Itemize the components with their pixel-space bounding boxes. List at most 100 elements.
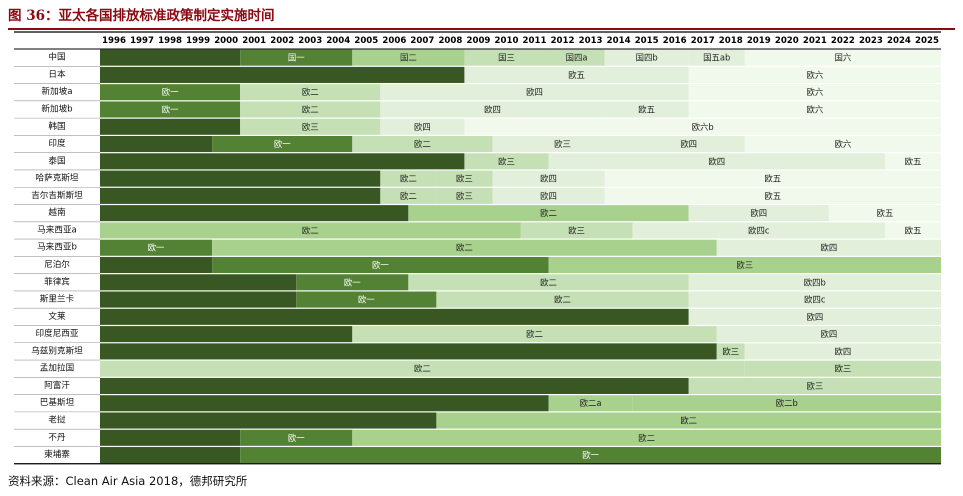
segment-label-19-1: 欧三	[806, 381, 823, 391]
segment-2-3	[688, 84, 941, 101]
segment-1-0	[100, 66, 465, 83]
row-label-15: 文莱	[48, 310, 66, 322]
segment-0-3	[464, 49, 549, 66]
segment-label-2-2: 欧四	[526, 87, 543, 97]
segment-0-5	[604, 49, 689, 66]
row-label-21: 老挝	[48, 414, 66, 426]
segment-13-0	[100, 274, 297, 291]
emission-standards-chart: 1996 1997 1998 1999 2000 2001 2002 2003 2004 2005…	[14, 31, 941, 465]
year-header-2000: 2000	[214, 36, 238, 46]
year-header-2015: 2015	[635, 36, 659, 46]
segment-0-6	[688, 49, 745, 66]
segment-3-2	[380, 101, 605, 118]
segment-8-2	[436, 187, 493, 204]
segment-label-3-1: 欧二	[302, 104, 319, 114]
segment-5-4	[632, 136, 745, 153]
segment-label-13-1: 欧一	[344, 277, 361, 287]
segment-label-22-1: 欧一	[288, 433, 305, 443]
year-header-1996: 1996	[102, 36, 126, 46]
row-label-17: 乌兹别克斯坦	[31, 344, 83, 356]
segment-15-0	[100, 308, 689, 325]
segment-label-7-4: 欧五	[764, 174, 781, 184]
segment-12-2	[548, 256, 941, 274]
segment-label-20-2: 欧二b	[776, 398, 798, 408]
year-header-1997: 1997	[130, 36, 154, 46]
segment-label-10-2: 欧四c	[748, 225, 770, 235]
segment-label-9-3: 欧五	[877, 208, 894, 218]
segment-label-16-1: 欧二	[526, 329, 543, 339]
segment-15-1	[688, 308, 941, 325]
segment-13-2	[408, 274, 689, 291]
segment-label-4-2: 欧四	[414, 122, 431, 132]
year-header-2013: 2013	[579, 36, 603, 46]
year-header-1998: 1998	[158, 36, 182, 46]
segment-1-1	[464, 66, 689, 83]
segment-label-9-2: 欧四	[750, 208, 767, 218]
segment-label-7-2: 欧三	[456, 174, 473, 184]
segment-0-7	[744, 49, 941, 66]
segment-22-0	[100, 429, 241, 446]
segment-label-0-4: 国四a	[566, 53, 588, 63]
segment-10-3	[884, 222, 941, 239]
segment-3-4	[688, 101, 941, 118]
segment-4-1	[240, 118, 381, 135]
segment-0-0	[100, 49, 241, 66]
segment-13-1	[296, 274, 409, 291]
segment-label-13-2: 欧二	[540, 277, 557, 287]
segment-label-4-1: 欧三	[302, 122, 319, 132]
segment-0-4	[548, 49, 605, 66]
segment-1-2	[688, 66, 941, 83]
segment-label-2-1: 欧二	[302, 87, 319, 97]
segment-18-1	[744, 360, 941, 377]
segment-6-2	[548, 153, 885, 170]
segment-label-14-3: 欧四c	[804, 295, 826, 305]
segment-10-2	[632, 222, 885, 239]
segment-4-3	[464, 118, 941, 135]
segment-21-0	[100, 412, 437, 429]
segment-label-16-2: 欧四	[820, 329, 837, 339]
segment-4-2	[380, 118, 465, 135]
segment-6-0	[100, 153, 465, 170]
year-header-2014: 2014	[607, 36, 631, 46]
segment-5-0	[100, 136, 213, 153]
segment-14-1	[296, 291, 437, 308]
row-label-18: 孟加拉国	[40, 362, 74, 374]
segment-label-12-2: 欧三	[736, 260, 753, 270]
segment-label-3-3: 欧五	[638, 104, 655, 114]
segment-22-1	[240, 429, 353, 446]
segment-label-2-3: 欧六	[806, 87, 823, 97]
segment-12-0	[100, 256, 213, 274]
segment-4-0	[100, 118, 241, 135]
year-header-2011: 2011	[523, 36, 547, 46]
row-label-13: 菲律宾	[44, 275, 70, 287]
segment-20-1	[548, 395, 633, 412]
year-header-2009: 2009	[466, 36, 490, 46]
row-label-19: 阿富汗	[44, 379, 70, 391]
segment-5-2	[352, 136, 493, 153]
segment-23-1	[240, 447, 941, 464]
row-label-20: 巴基斯坦	[40, 396, 75, 408]
segment-7-4	[604, 170, 941, 187]
segment-label-17-2: 欧四	[835, 346, 852, 356]
year-header-2021: 2021	[803, 36, 827, 46]
year-header-2005: 2005	[354, 36, 378, 46]
segment-16-0	[100, 326, 353, 343]
row-label-14: 斯里兰卡	[40, 293, 75, 305]
row-label-16: 印度尼西亚	[36, 327, 79, 339]
segment-label-7-1: 欧二	[400, 174, 417, 184]
segment-5-1	[212, 136, 353, 153]
segment-label-15-1: 欧四	[806, 312, 823, 322]
segment-7-3	[492, 170, 605, 187]
segment-label-17-1: 欧三	[722, 346, 739, 356]
segment-11-1	[212, 239, 717, 256]
segment-label-1-1: 欧五	[568, 70, 585, 80]
year-header-2002: 2002	[270, 36, 294, 46]
segment-20-2	[632, 395, 941, 412]
year-header-2012: 2012	[551, 36, 575, 46]
row-label-5: 印度	[48, 137, 66, 149]
segment-9-0	[100, 205, 409, 222]
segment-3-0	[100, 101, 241, 118]
segment-2-1	[240, 84, 381, 101]
segment-12-1	[212, 256, 549, 274]
segment-3-1	[240, 101, 381, 118]
